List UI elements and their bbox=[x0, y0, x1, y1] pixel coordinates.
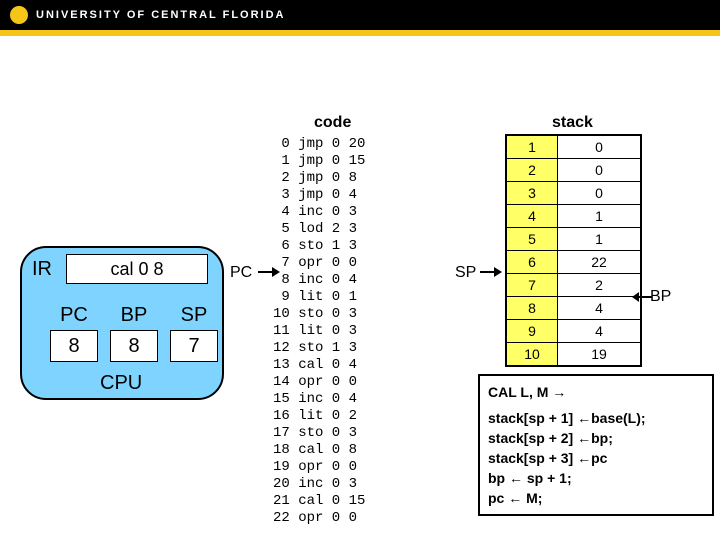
code-listing: 0 jmp 0 20 1 jmp 0 15 2 jmp 0 8 3 jmp 0 … bbox=[273, 136, 365, 527]
stack-row: 51 bbox=[506, 228, 641, 251]
stack-row: 72 bbox=[506, 274, 641, 297]
sp-arrow-icon bbox=[480, 268, 504, 276]
stack-row: 41 bbox=[506, 205, 641, 228]
stack-row: 10 bbox=[506, 135, 641, 159]
pseudocode-line: stack[sp + 3] ←pc bbox=[488, 448, 704, 468]
stack-row: 94 bbox=[506, 320, 641, 343]
stack-row: 30 bbox=[506, 182, 641, 205]
bp-reg-value: 8 bbox=[110, 330, 158, 362]
slide-stage: IR cal 0 8 PC BP SP 8 8 7 CPU code 0 jmp… bbox=[0, 36, 720, 540]
pc-arrow-icon bbox=[258, 268, 282, 276]
bp-reg-label: BP bbox=[104, 304, 164, 327]
bp-arrow-icon bbox=[638, 296, 652, 298]
pc-reg-value: 8 bbox=[50, 330, 98, 362]
pseudocode-line: stack[sp + 2] ←bp; bbox=[488, 428, 704, 448]
sp-reg-label: SP bbox=[164, 304, 224, 327]
pseudocode-line: bp ← sp + 1; bbox=[488, 468, 704, 488]
university-name: UNIVERSITY OF CENTRAL FLORIDA bbox=[36, 9, 286, 21]
header-bar: UNIVERSITY OF CENTRAL FLORIDA bbox=[0, 0, 720, 30]
pc-reg-label: PC bbox=[44, 304, 104, 327]
code-title: code bbox=[314, 114, 351, 132]
sp-reg-value: 7 bbox=[170, 330, 218, 362]
ucf-logo-icon bbox=[10, 6, 28, 24]
bp-pointer-label: BP bbox=[650, 288, 671, 306]
stack-table: 10203041516227284941019 bbox=[505, 134, 642, 367]
stack-title: stack bbox=[552, 114, 593, 132]
stack-row: 622 bbox=[506, 251, 641, 274]
pseudocode-body: stack[sp + 1] ←base(L);stack[sp + 2] ←bp… bbox=[488, 408, 704, 508]
ir-value: cal 0 8 bbox=[66, 254, 208, 284]
stack-row: 84 bbox=[506, 297, 641, 320]
cpu-label: CPU bbox=[100, 372, 142, 395]
pseudocode-header: CAL L, M → bbox=[488, 382, 704, 402]
stack-row: 1019 bbox=[506, 343, 641, 367]
sp-pointer-label: SP bbox=[455, 264, 476, 282]
stack-row: 20 bbox=[506, 159, 641, 182]
pseudocode-box: CAL L, M → stack[sp + 1] ←base(L);stack[… bbox=[478, 374, 714, 516]
pseudocode-line: pc ← M; bbox=[488, 488, 704, 508]
pseudocode-line: stack[sp + 1] ←base(L); bbox=[488, 408, 704, 428]
ir-label: IR bbox=[32, 258, 52, 281]
pc-pointer-label: PC bbox=[230, 264, 252, 282]
